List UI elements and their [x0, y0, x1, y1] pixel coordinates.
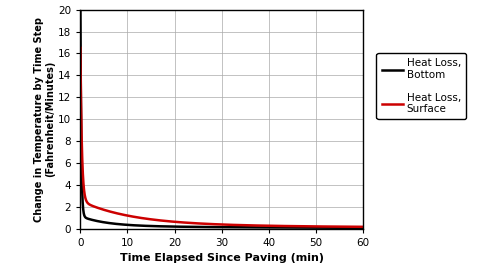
X-axis label: Time Elapsed Since Paving (min): Time Elapsed Since Paving (min): [120, 253, 323, 263]
Heat Loss,
Bottom: [360, 226, 366, 230]
Heat Loss,
Bottom: [129, 224, 134, 227]
Line: Heat Loss,
Bottom: Heat Loss, Bottom: [80, 0, 363, 228]
Y-axis label: Change in Temperature by Time Step
(Fahrenheit/Minutes): Change in Temperature by Time Step (Fahr…: [34, 17, 56, 222]
Line: Heat Loss,
Surface: Heat Loss, Surface: [80, 48, 363, 227]
Heat Loss,
Surface: [310, 225, 316, 228]
Heat Loss,
Surface: [77, 46, 83, 50]
Heat Loss,
Bottom: [247, 226, 253, 229]
Heat Loss,
Bottom: [288, 226, 294, 229]
Heat Loss,
Surface: [288, 224, 294, 228]
Heat Loss,
Bottom: [186, 225, 191, 229]
Heat Loss,
Surface: [261, 224, 267, 227]
Legend: Heat Loss,
Bottom, Heat Loss,
Surface: Heat Loss, Bottom, Heat Loss, Surface: [376, 53, 466, 119]
Heat Loss,
Surface: [247, 224, 253, 227]
Heat Loss,
Surface: [129, 215, 134, 218]
Heat Loss,
Bottom: [310, 226, 316, 229]
Heat Loss,
Surface: [186, 221, 191, 224]
Heat Loss,
Bottom: [261, 226, 267, 229]
Heat Loss,
Surface: [360, 225, 366, 229]
